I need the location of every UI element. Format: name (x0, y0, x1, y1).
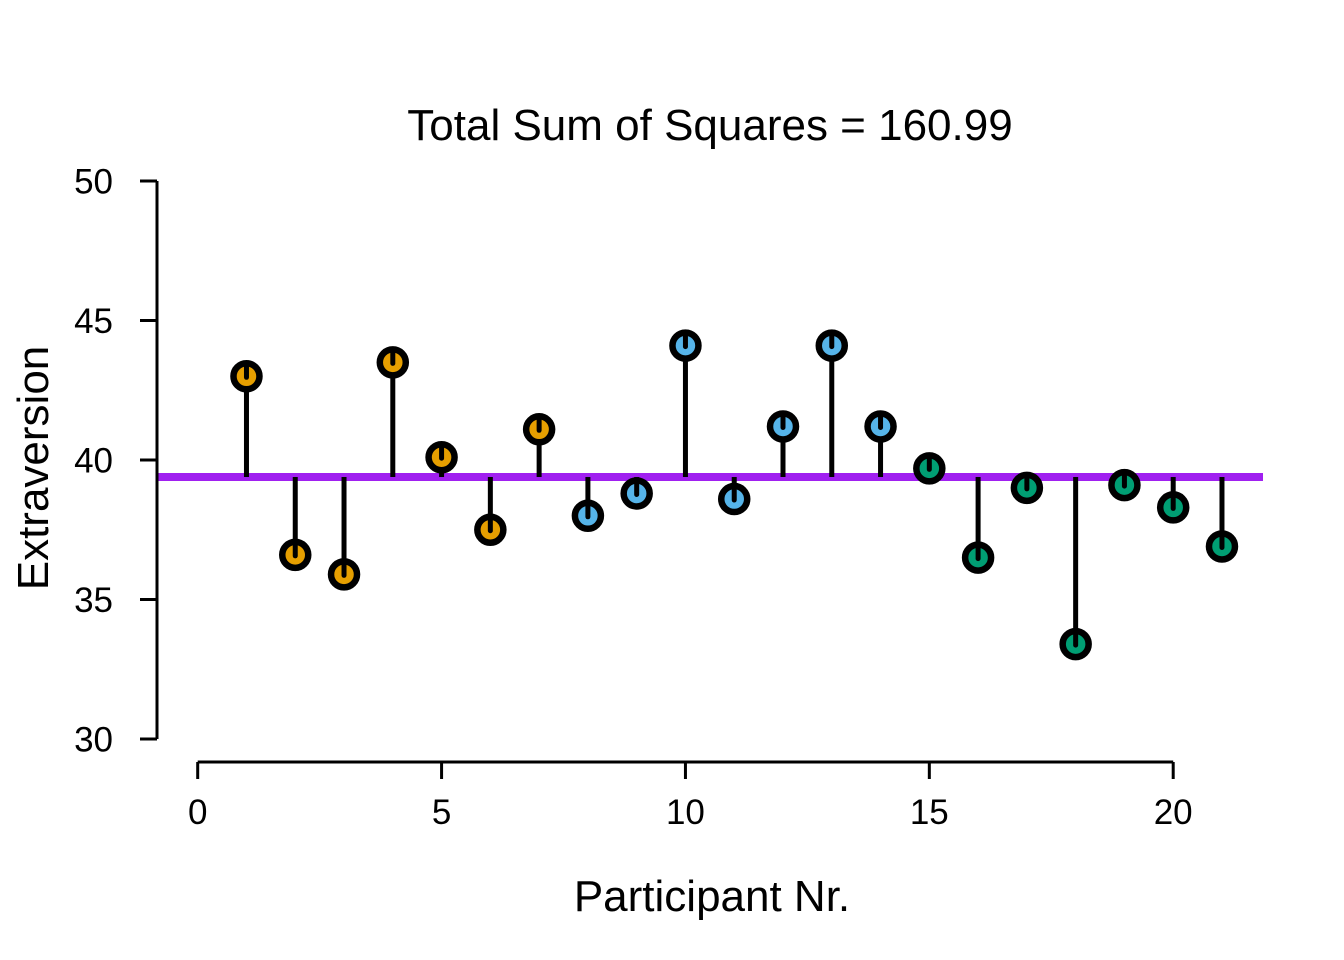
y-tick-label: 30 (74, 721, 113, 760)
point-ring (913, 452, 946, 485)
y-tick-label: 40 (74, 442, 113, 481)
data-point-10 (669, 329, 702, 478)
axes-layer: 30 35 40 45 50 0 5 10 15 20 (74, 163, 1193, 833)
point-ring (1205, 530, 1239, 563)
point-ring (717, 482, 751, 516)
x-tick-label: 20 (1154, 793, 1193, 832)
point-ring (571, 499, 605, 533)
point-ring (474, 513, 507, 546)
x-tick-label: 0 (188, 793, 207, 832)
point-ring (1108, 468, 1141, 502)
data-point-3 (327, 477, 361, 591)
data-point-19 (1108, 468, 1141, 502)
series-layer (230, 329, 1239, 661)
point-ring (230, 360, 263, 393)
data-point-6 (474, 477, 507, 546)
point-ring (766, 410, 800, 443)
point-ring (864, 410, 897, 443)
data-point-9 (620, 477, 653, 510)
data-point-14 (864, 410, 897, 478)
data-point-13 (815, 329, 849, 478)
data-point-7 (522, 413, 556, 478)
data-point-5 (425, 440, 458, 478)
point-ring (620, 477, 653, 510)
y-tick-label: 45 (74, 302, 113, 341)
data-point-2 (279, 477, 312, 572)
data-point-12 (766, 410, 800, 478)
data-point-8 (571, 477, 605, 533)
data-point-15 (913, 452, 946, 485)
data-point-18 (1059, 477, 1092, 661)
point-ring (425, 440, 458, 474)
point-ring (376, 346, 410, 379)
point-ring (961, 541, 995, 574)
x-tick-label: 5 (432, 793, 451, 832)
y-axis-label: Extraversion (9, 346, 58, 591)
data-point-16 (961, 477, 995, 574)
data-point-1 (230, 360, 263, 478)
y-tick-label: 50 (74, 163, 113, 202)
point-ring (522, 413, 556, 446)
x-tick-label: 15 (910, 793, 949, 832)
x-tick-label: 10 (666, 793, 705, 832)
data-point-20 (1156, 477, 1190, 524)
data-point-11 (717, 477, 751, 516)
chart-title: Total Sum of Squares = 160.99 (407, 101, 1012, 150)
point-ring (669, 329, 702, 362)
data-point-17 (1010, 471, 1044, 505)
data-point-21 (1205, 477, 1239, 563)
point-ring (1059, 627, 1092, 661)
y-tick-label: 35 (74, 581, 113, 620)
point-ring (1010, 471, 1044, 505)
point-ring (815, 329, 849, 362)
point-ring (279, 538, 312, 572)
x-axis-label: Participant Nr. (574, 872, 850, 921)
data-point-4 (376, 346, 410, 478)
point-ring (1156, 491, 1190, 524)
point-ring (327, 558, 361, 591)
